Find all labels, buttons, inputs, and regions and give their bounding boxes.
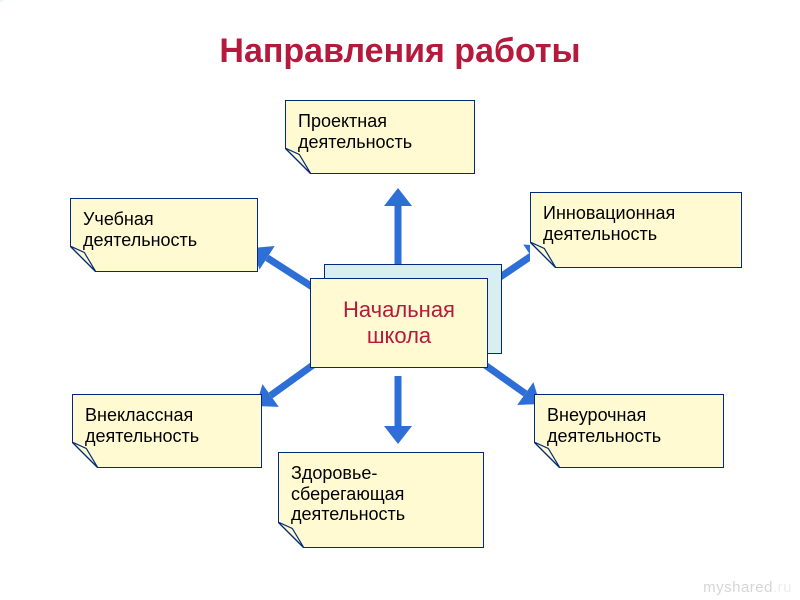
note-fold-icon bbox=[530, 242, 556, 268]
note-label: Проектная деятельность bbox=[298, 111, 462, 152]
note-project: Проектная деятельность bbox=[285, 100, 475, 174]
note-fold-icon bbox=[278, 522, 304, 548]
note-label: Внеурочная деятельность bbox=[547, 405, 711, 446]
note-label: Учебная деятельность bbox=[83, 209, 245, 250]
note-health: Здоровье-сберегающая деятельность bbox=[278, 452, 484, 548]
note-label: Инновационная деятельность bbox=[543, 203, 729, 244]
note-label: Здоровье-сберегающая деятельность bbox=[291, 463, 471, 525]
note-educational: Учебная деятельность bbox=[70, 198, 258, 272]
watermark-left: myshared bbox=[703, 579, 773, 596]
center-label: Начальная школа bbox=[311, 297, 487, 349]
diagram-stage: Направления работы Начальная школа Проек… bbox=[0, 0, 800, 600]
watermark: myshared.ru bbox=[703, 579, 792, 596]
note-innovative: Инновационная деятельность bbox=[530, 192, 742, 268]
center-front-card: Начальная школа bbox=[310, 278, 488, 368]
note-afterschool: Внеурочная деятельность bbox=[534, 394, 724, 468]
note-extraclass: Внеклассная деятельность bbox=[72, 394, 262, 468]
note-label: Внеклассная деятельность bbox=[85, 405, 249, 446]
watermark-right: .ru bbox=[773, 579, 792, 596]
